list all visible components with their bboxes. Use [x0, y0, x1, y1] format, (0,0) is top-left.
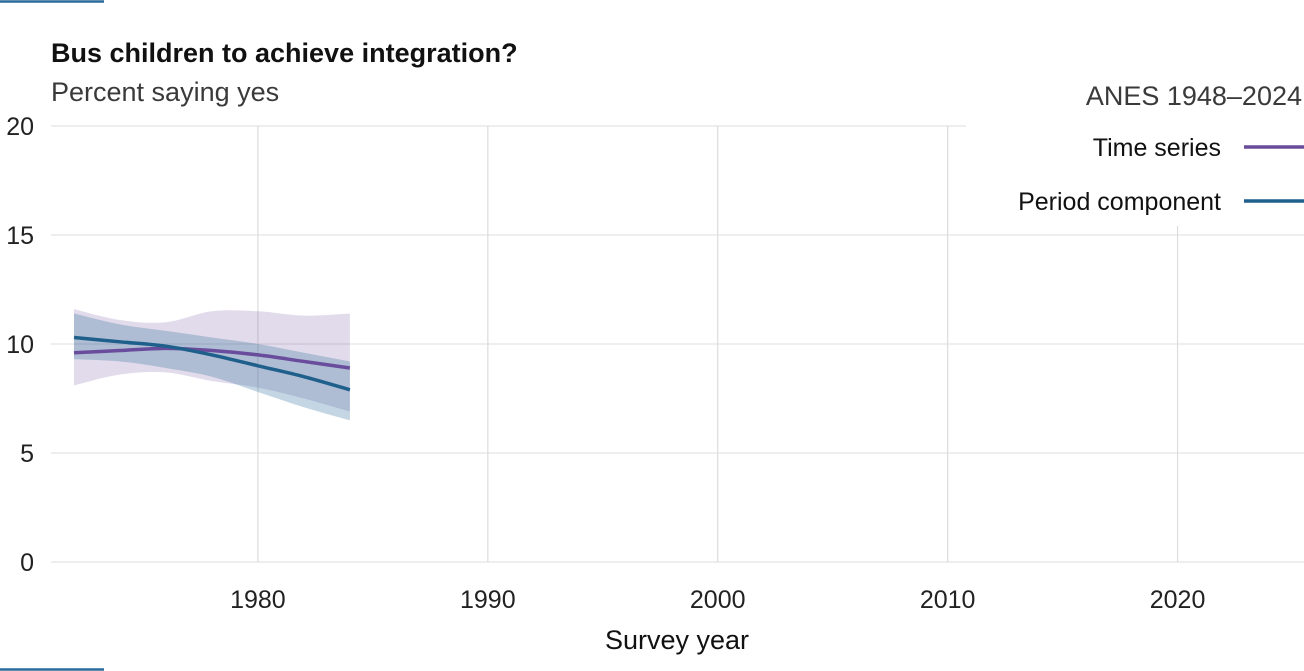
- x-tick-label: 2020: [1150, 586, 1206, 614]
- legend-label: Time series: [1093, 134, 1221, 162]
- source-note: ANES 1948–2024: [1086, 81, 1302, 111]
- legend-label: Period component: [1018, 188, 1221, 216]
- series-lines: [73, 335, 351, 392]
- series-line-1: [73, 335, 351, 392]
- y-axis-tick-labels: 0 5 10 15 20: [6, 113, 34, 577]
- series-line-0: [73, 346, 351, 370]
- y-tick-label: 10: [6, 331, 34, 359]
- confidence-band-0: [73, 309, 350, 412]
- x-tick-label: 1990: [460, 586, 516, 614]
- chart-title: Bus children to achieve integration?: [51, 38, 518, 68]
- x-axis-title: Survey year: [605, 625, 749, 655]
- x-axis-tick-labels: 1980 1990 2000 2010 2020: [230, 586, 1205, 614]
- x-tick-label: 2000: [690, 586, 746, 614]
- y-tick-label: 0: [20, 549, 34, 577]
- y-tick-label: 5: [20, 440, 34, 468]
- confidence-bands: [73, 309, 350, 421]
- y-tick-label: 20: [6, 113, 34, 141]
- confidence-band-1: [73, 313, 350, 421]
- x-tick-label: 1980: [230, 586, 286, 614]
- legend: Time series Period component: [1018, 134, 1304, 216]
- legend-background: [966, 118, 1304, 226]
- chart-subtitle: Percent saying yes: [51, 77, 279, 107]
- y-tick-label: 15: [6, 222, 34, 250]
- x-tick-label: 2010: [920, 586, 976, 614]
